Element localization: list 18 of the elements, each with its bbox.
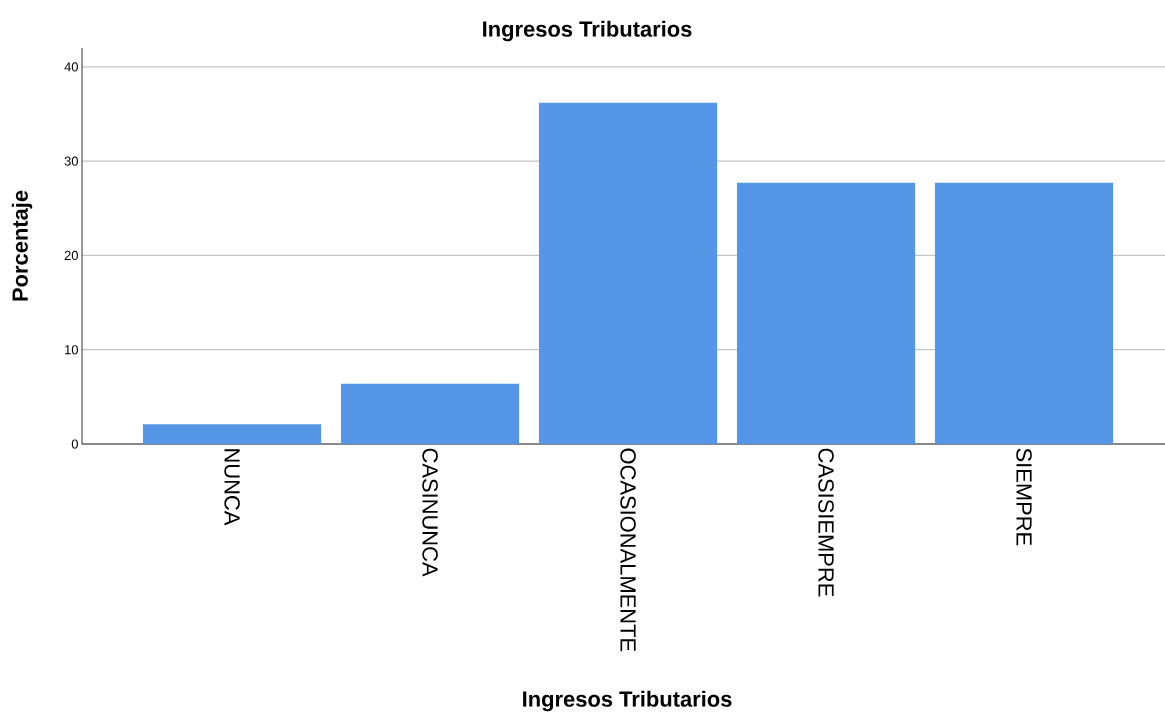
y-tick-label: 30 xyxy=(64,156,78,166)
y-tick-label: 40 xyxy=(64,62,78,72)
x-tick-label: SIEMPRE xyxy=(1016,448,1032,546)
y-axis-title: Porcentaje xyxy=(11,190,33,301)
x-tick-label: NUNCA xyxy=(224,449,240,526)
bar xyxy=(340,383,520,444)
x-tick-label: OCASIONALMENTE xyxy=(620,448,636,652)
bar xyxy=(538,102,718,444)
x-axis-title: Ingresos Tributarios xyxy=(523,690,732,712)
y-tick-label: 10 xyxy=(65,345,78,355)
bar xyxy=(142,424,322,444)
x-tick-label: CASISIEMPRE xyxy=(818,448,834,597)
chart-title: Ingresos Tributarios xyxy=(483,20,692,42)
x-tick-label: CASINUNCA xyxy=(422,448,438,577)
y-tick-label: 20 xyxy=(64,250,78,261)
bar xyxy=(736,182,916,444)
y-tick-label: 0 xyxy=(71,439,78,449)
bar xyxy=(934,182,1114,444)
